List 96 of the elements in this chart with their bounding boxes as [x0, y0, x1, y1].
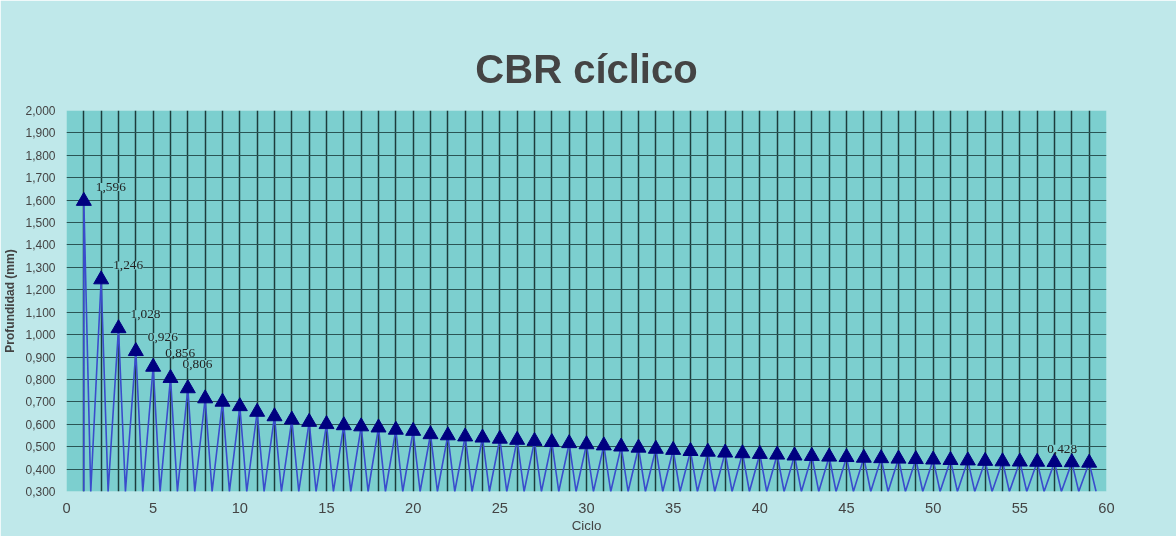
point — [855, 448, 872, 463]
x-tick-label: 25 — [491, 499, 508, 516]
point — [491, 429, 508, 444]
point — [1011, 452, 1028, 467]
point — [145, 357, 162, 372]
point — [283, 410, 300, 425]
point — [786, 446, 803, 461]
point — [994, 452, 1011, 467]
point — [110, 319, 127, 334]
point — [370, 418, 387, 433]
point — [630, 438, 647, 453]
point — [405, 421, 422, 436]
point — [318, 415, 335, 430]
data-label: 0,926 — [147, 329, 179, 345]
x-tick-label: 55 — [1011, 499, 1028, 516]
point — [457, 427, 474, 442]
x-tick-label: 50 — [925, 499, 942, 516]
point — [907, 450, 924, 465]
point — [93, 270, 110, 285]
point — [925, 450, 942, 465]
point — [197, 389, 214, 404]
y-tick-label: 0,600 — [25, 417, 56, 432]
y-tick-label: 1,400 — [25, 238, 56, 253]
point — [647, 439, 664, 454]
point — [439, 426, 456, 441]
x-tick-label: 40 — [751, 499, 768, 516]
point — [838, 448, 855, 463]
chart-title: CBR cíclico — [475, 46, 698, 91]
y-tick-label: 0,400 — [25, 462, 56, 477]
y-tick-label: 0,800 — [25, 372, 56, 387]
point — [266, 407, 283, 422]
point — [890, 449, 907, 464]
x-tick-label: 35 — [665, 499, 682, 516]
y-tick-label: 1,500 — [25, 216, 56, 231]
point — [873, 449, 890, 464]
point — [422, 425, 439, 440]
point — [162, 368, 179, 383]
point — [977, 451, 994, 466]
x-axis-title: Ciclo — [571, 517, 602, 533]
y-tick-label: 1,600 — [25, 193, 56, 208]
y-tick-label: 0,300 — [25, 485, 56, 499]
point — [127, 342, 144, 357]
point — [578, 435, 595, 450]
y-tick-label: 2,000 — [25, 104, 56, 118]
data-label: 1,028 — [130, 306, 161, 322]
point — [387, 420, 404, 435]
point — [353, 417, 370, 432]
point — [734, 444, 751, 459]
x-tick-label: 60 — [1098, 499, 1115, 516]
point — [231, 397, 248, 412]
point — [1081, 453, 1098, 468]
point — [682, 442, 699, 456]
x-tick-label: 20 — [405, 499, 422, 516]
data-label: 0,428 — [1047, 440, 1078, 456]
point — [474, 428, 491, 443]
point — [335, 416, 352, 431]
x-tick-label: 45 — [838, 499, 855, 516]
y-tick-label: 1,900 — [25, 126, 56, 141]
y-tick-label: 1,200 — [25, 283, 56, 298]
point — [543, 433, 560, 448]
y-tick-label: 1,800 — [25, 148, 56, 163]
point — [179, 379, 196, 394]
y-tick-label: 0,900 — [25, 350, 56, 365]
y-tick-label: 0,700 — [25, 395, 56, 410]
point — [595, 436, 612, 451]
point — [942, 450, 959, 465]
data-label: 1,596 — [95, 179, 127, 195]
point — [301, 412, 318, 427]
y-tick-label: 1,700 — [25, 171, 56, 186]
point — [821, 447, 838, 462]
point — [803, 446, 820, 461]
x-tick-label: 15 — [318, 499, 335, 516]
point — [959, 451, 976, 466]
data-label: 1,246 — [113, 257, 144, 273]
point — [665, 440, 682, 455]
y-tick-label: 1,300 — [25, 260, 56, 275]
x-tick-label: 10 — [231, 499, 248, 516]
point — [526, 431, 543, 446]
point — [509, 430, 526, 445]
point — [75, 191, 92, 206]
point — [717, 443, 734, 458]
x-tick-label: 0 — [62, 499, 71, 516]
y-tick-label: 1,000 — [25, 328, 56, 343]
point — [613, 437, 630, 452]
point — [249, 402, 266, 417]
point — [769, 445, 786, 460]
x-tick-label: 5 — [149, 499, 158, 516]
point — [699, 442, 716, 457]
point — [751, 444, 768, 459]
x-tick-label: 30 — [578, 499, 595, 516]
point — [1029, 452, 1046, 467]
point — [561, 434, 578, 449]
y-axis-title: Profundidad (mm) — [3, 249, 18, 353]
point — [214, 392, 231, 407]
y-tick-label: 0,500 — [25, 440, 56, 455]
y-tick-label: 1,100 — [25, 305, 56, 320]
